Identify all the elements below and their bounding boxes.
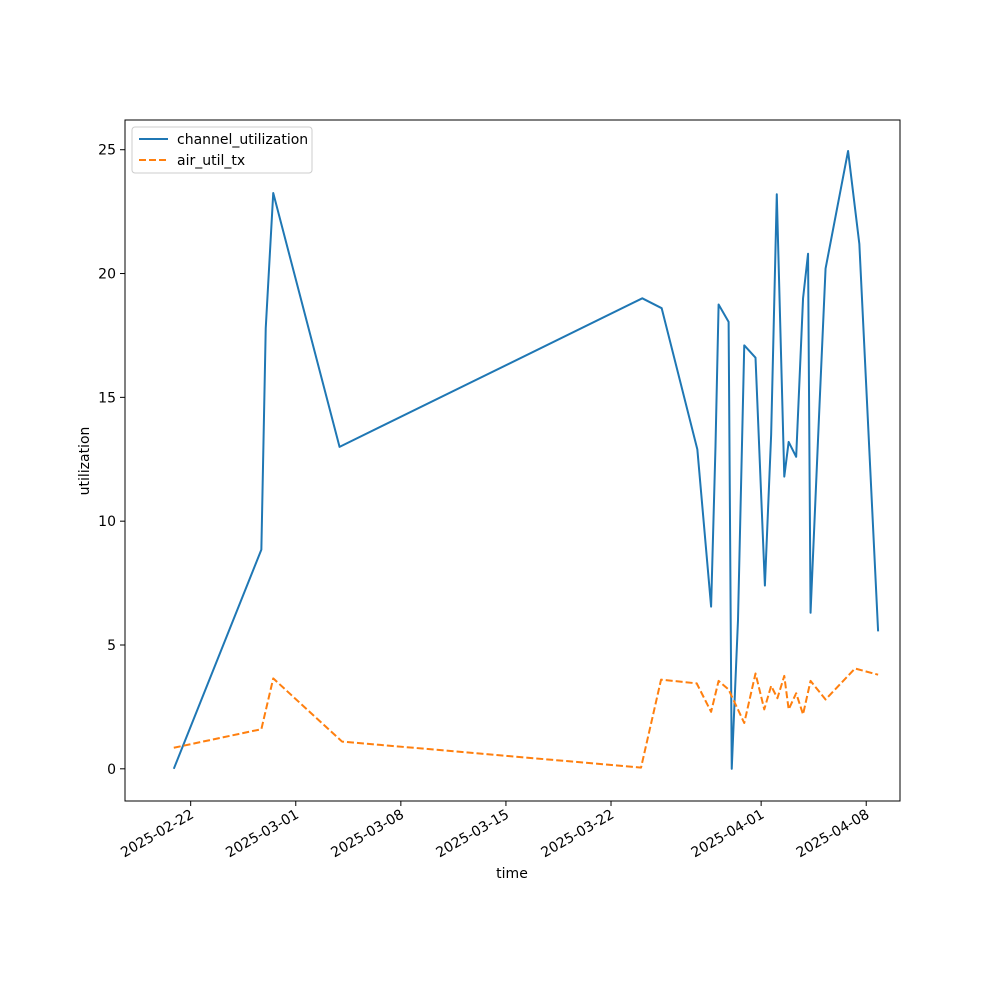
y-tick-label: 25	[98, 143, 116, 159]
legend-label-channel-utilization: channel_utilization	[177, 132, 308, 148]
y-tick-label: 20	[98, 267, 116, 283]
axes-frame	[124, 119, 901, 802]
y-tick-label: 10	[98, 514, 116, 530]
plot-lines	[172, 149, 880, 770]
legend-box	[131, 126, 313, 174]
series-line-channel-utilization	[172, 149, 880, 770]
legend-label-air-util-tx: air_util_tx	[177, 153, 245, 169]
x-axis-label: time	[496, 866, 528, 882]
legend: channel_utilization air_util_tx	[131, 126, 313, 174]
y-tick-label: 15	[98, 390, 116, 406]
y-axis-label: utilization	[77, 427, 93, 496]
y-axis: 0 5 10 15 20 25	[98, 143, 125, 778]
y-tick-label: 5	[107, 638, 116, 654]
y-tick-label: 0	[107, 762, 116, 778]
series-line-air-util-tx	[173, 667, 879, 769]
